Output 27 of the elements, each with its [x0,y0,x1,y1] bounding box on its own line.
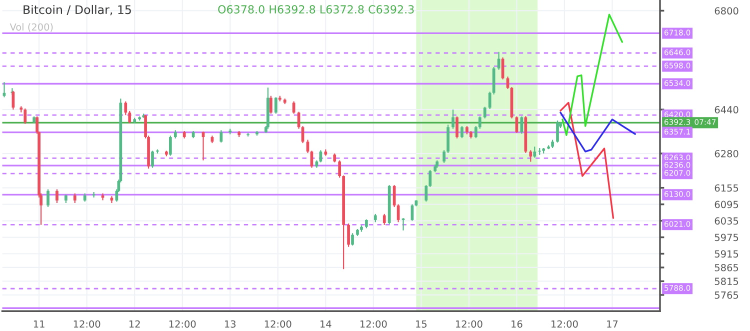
x-tick-label: 14 [320,320,332,328]
x-tick-label: 12:00 [360,320,387,328]
x-tick-label: 12:00 [264,320,292,328]
y-tick-label: 6095 [714,200,738,208]
y-tick-label: 6800 [714,7,738,15]
chart-subtitle: O6378.0 H6392.8 L6372.8 C6392.3 [218,5,414,14]
y-tick-label: 6440 [714,106,738,114]
x-tick-label: 11 [34,320,44,328]
y-tick-label: 6280 [714,150,738,158]
y-tick-label: 5915 [714,250,738,258]
y-tick-label: 5975 [714,234,738,242]
y-tick-label: 5765 [714,291,738,299]
x-tick-label: 13 [225,320,236,328]
y-tick-label: 5865 [714,264,738,272]
x-tick-label: 12 [129,320,140,328]
y-tick-label: 6155 [714,184,738,192]
x-tick-label: 12:00 [552,320,578,328]
x-tick-label: 16 [512,320,522,328]
x-tick-label: 15 [416,320,427,328]
y-tick-label: 6035 [714,217,738,225]
x-tick-label: 17 [607,320,618,328]
annotation: Vol (200) [10,23,53,32]
x-tick-label: 12:00 [456,320,482,328]
x-tick-label: 12:00 [74,320,100,328]
chart-title: Bitcoin / Dollar, 15 [24,4,131,16]
x-tick-label: 12:00 [169,320,196,328]
y-tick-label: 5815 [714,278,738,286]
